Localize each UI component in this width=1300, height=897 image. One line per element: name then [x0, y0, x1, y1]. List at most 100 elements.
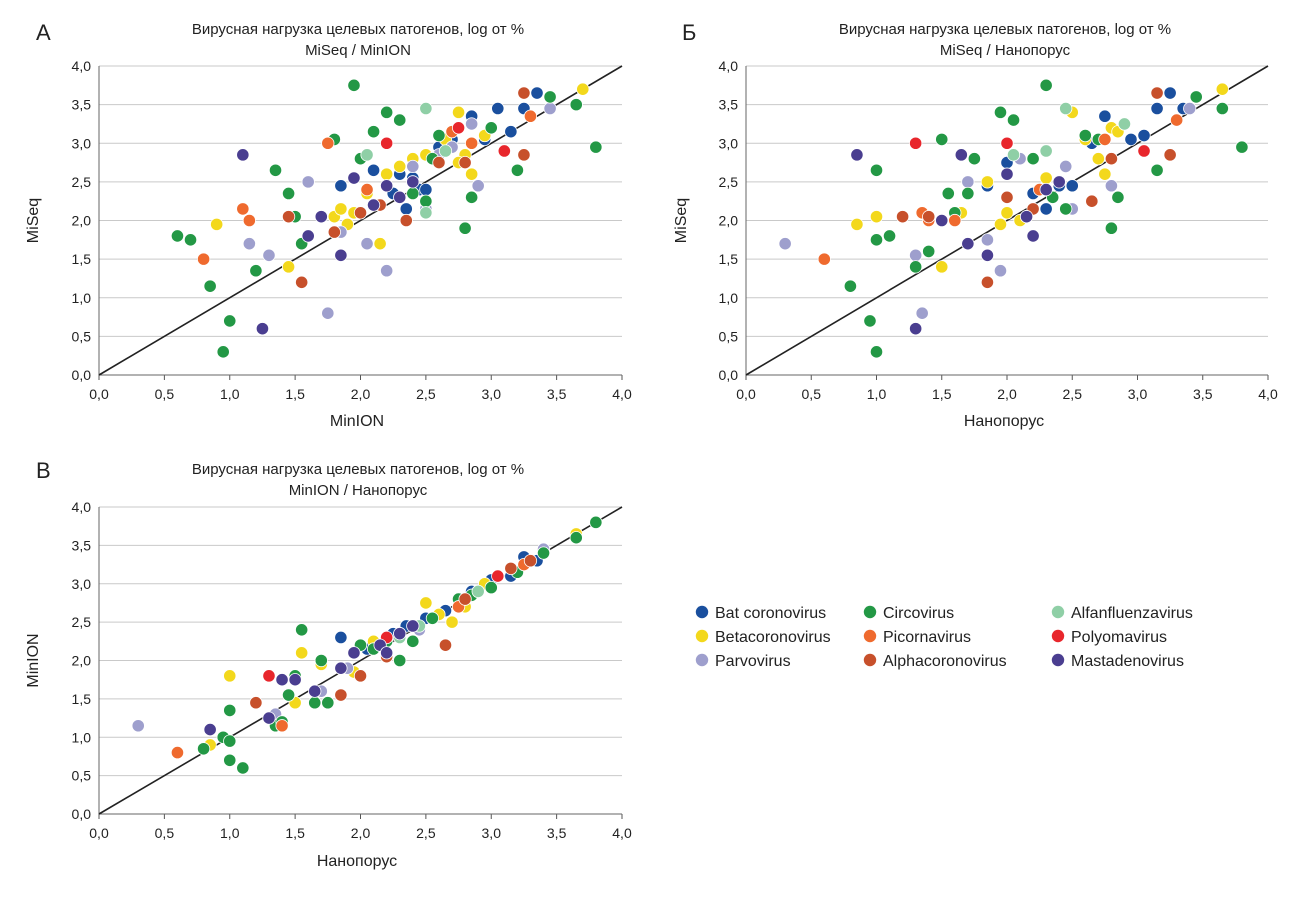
point-mastadenovirus	[308, 684, 322, 698]
point-betacoronovirus	[334, 202, 348, 216]
point-mastadenovirus	[1026, 229, 1040, 243]
point-mastadenovirus	[275, 673, 289, 687]
point-alfanfluenzavirus	[1006, 148, 1021, 162]
point-betacoronovirus	[281, 260, 296, 274]
point-circovirus	[223, 314, 237, 328]
point-circovirus	[843, 279, 858, 293]
legend-label-polyomavirus: Polyomavirus	[1071, 629, 1167, 646]
point-circovirus	[935, 132, 949, 146]
point-circovirus	[419, 194, 433, 208]
point-mastadenovirus	[334, 661, 348, 675]
point-alfanfluenzavirus	[1039, 144, 1053, 158]
point-alfanfluenzavirus	[419, 101, 433, 116]
point-alphacoronovirus	[1163, 148, 1177, 162]
point-circovirus	[432, 128, 446, 143]
x-tick-label: 0,0	[89, 386, 109, 402]
legend-marker-mastadenovirus	[1051, 653, 1065, 667]
x-tick-label: 3,5	[1193, 386, 1213, 402]
point-alfanfluenzavirus	[438, 144, 453, 158]
chart-panel-b: Б Вирусная нагрузка целевых патогенов, lo…	[673, 20, 1278, 430]
point-bat-coronovirus	[1124, 132, 1138, 146]
point-bat-coronovirus	[1163, 86, 1177, 100]
chart-title-line-1: Вирусная нагрузка целевых патогенов, log…	[192, 461, 524, 478]
point-alphacoronovirus	[295, 275, 309, 289]
y-tick-label: 1,0	[72, 290, 92, 306]
y-tick-label: 4,0	[719, 58, 739, 74]
point-alfanfluenzavirus	[1117, 117, 1132, 131]
point-mastadenovirus	[366, 198, 381, 212]
point-circovirus	[308, 696, 322, 710]
point-alphacoronovirus	[895, 210, 910, 224]
point-circovirus	[268, 163, 283, 177]
y-tick-label: 2,5	[72, 174, 92, 190]
point-mastadenovirus	[1052, 175, 1066, 189]
y-axis-title: MinION	[25, 633, 42, 687]
chart-title-line-2: MiSeq / Нанопорус	[940, 42, 1071, 59]
point-mastadenovirus	[334, 248, 348, 262]
panel-letter-c: В	[36, 458, 51, 483]
point-circovirus	[1150, 163, 1164, 177]
point-betacoronovirus	[295, 646, 309, 660]
point-picornavirus	[817, 252, 831, 266]
point-circovirus	[406, 186, 420, 201]
point-circovirus	[295, 623, 309, 637]
point-circovirus	[543, 90, 557, 104]
point-bat-coronovirus	[419, 183, 433, 197]
legend-marker-alphacoronovirus	[863, 653, 877, 667]
point-circovirus	[393, 113, 407, 127]
point-alfanfluenzavirus	[360, 148, 374, 162]
x-tick-label: 3,5	[547, 825, 567, 841]
y-tick-label: 2,0	[72, 213, 92, 229]
point-mastadenovirus	[236, 148, 250, 162]
y-tick-label: 1,5	[72, 691, 92, 707]
point-betacoronovirus	[980, 175, 995, 189]
point-mastadenovirus	[850, 148, 864, 162]
point-circovirus	[236, 761, 250, 775]
point-mastadenovirus	[255, 322, 270, 336]
point-alphacoronovirus	[517, 86, 531, 100]
point-circovirus	[1111, 190, 1125, 204]
point-parvovirus	[961, 175, 975, 189]
point-circovirus	[223, 734, 237, 748]
y-tick-label: 3,5	[719, 97, 739, 113]
point-picornavirus	[1098, 132, 1112, 146]
x-tick-label: 2,5	[416, 825, 436, 841]
point-betacoronovirus	[380, 167, 394, 181]
legend-marker-alfanfluenzavirus	[1051, 605, 1065, 619]
point-mastadenovirus	[393, 627, 407, 641]
legend-label-alphacoronovirus: Alphacoronovirus	[883, 653, 1007, 670]
y-tick-label: 3,5	[72, 97, 92, 113]
point-polyomavirus	[909, 136, 923, 150]
y-tick-label: 4,0	[72, 58, 92, 74]
point-circovirus	[1006, 113, 1021, 127]
y-tick-label: 0,5	[719, 328, 739, 344]
x-tick-label: 3,0	[1128, 386, 1148, 402]
point-betacoronovirus	[223, 669, 237, 683]
y-tick-label: 0,0	[72, 367, 92, 383]
legend-marker-betacoronovirus	[695, 629, 709, 643]
point-circovirus	[484, 121, 498, 135]
point-polyomavirus	[1137, 144, 1151, 158]
point-circovirus	[863, 314, 877, 328]
panel-letter-a: A	[36, 20, 51, 45]
x-tick-label: 1,5	[285, 386, 305, 402]
point-bat-coronovirus	[504, 125, 518, 139]
point-picornavirus	[236, 202, 250, 216]
point-polyomavirus	[1000, 136, 1014, 150]
point-alphacoronovirus	[399, 213, 413, 228]
y-tick-label: 0,5	[72, 768, 92, 784]
point-bat-coronovirus	[334, 179, 348, 193]
point-betacoronovirus	[935, 260, 949, 274]
x-tick-label: 1,0	[220, 386, 240, 402]
point-alphacoronovirus	[281, 210, 296, 224]
point-parvovirus	[778, 237, 792, 251]
point-alphacoronovirus	[353, 206, 368, 220]
point-circovirus	[380, 105, 394, 119]
legend-marker-bat-coronovirus	[695, 605, 709, 619]
point-mastadenovirus	[909, 322, 923, 336]
point-circovirus	[223, 753, 237, 767]
point-mastadenovirus	[301, 229, 315, 243]
point-circovirus	[347, 78, 361, 92]
x-tick-label: 2,0	[351, 825, 371, 841]
